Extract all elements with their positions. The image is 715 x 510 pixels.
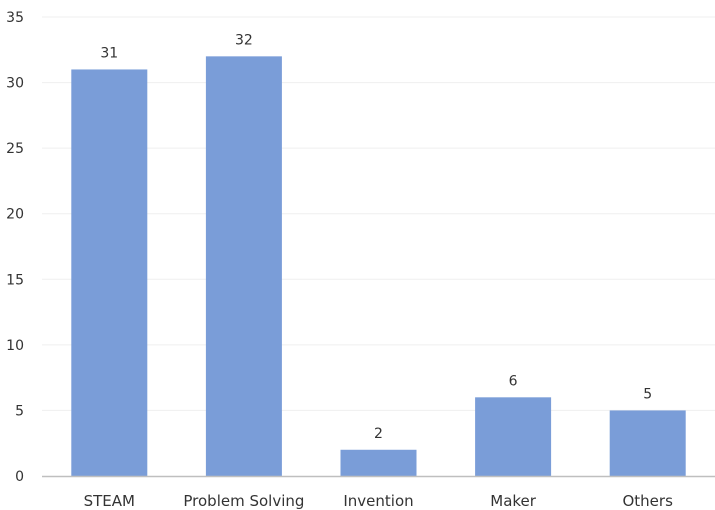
data-label: 6 (509, 373, 518, 389)
data-label: 32 (235, 32, 253, 48)
bar-problem-solving (205, 56, 282, 476)
x-tick-label: Maker (490, 492, 537, 510)
gridlines (42, 16, 715, 411)
data-label: 2 (374, 426, 383, 442)
y-tick-label: 15 (6, 272, 24, 288)
data-labels: 31 32 2 6 5 (100, 32, 652, 441)
y-tick-label: 30 (6, 76, 24, 92)
data-label: 31 (100, 45, 118, 61)
bar-maker (475, 397, 552, 476)
y-tick-label: 20 (6, 207, 24, 223)
x-tick-label: Invention (343, 492, 413, 510)
x-tick-label: STEAM (84, 492, 135, 510)
bar-others (609, 410, 686, 476)
bar-invention (340, 449, 417, 476)
x-tick-label: Problem Solving (183, 492, 304, 510)
y-tick-label: 5 (15, 403, 24, 419)
bars (71, 56, 686, 476)
x-axis-ticks: STEAM Problem Solving Invention Maker Others (84, 492, 673, 510)
y-tick-label: 0 (15, 469, 24, 485)
x-tick-label: Others (622, 492, 673, 510)
data-label: 5 (643, 386, 652, 402)
y-tick-label: 10 (6, 338, 24, 354)
y-tick-label: 25 (6, 141, 24, 157)
y-tick-label: 35 (6, 10, 24, 26)
bar-steam (71, 69, 148, 476)
y-axis-ticks: 0 5 10 15 20 25 30 35 (6, 10, 24, 485)
